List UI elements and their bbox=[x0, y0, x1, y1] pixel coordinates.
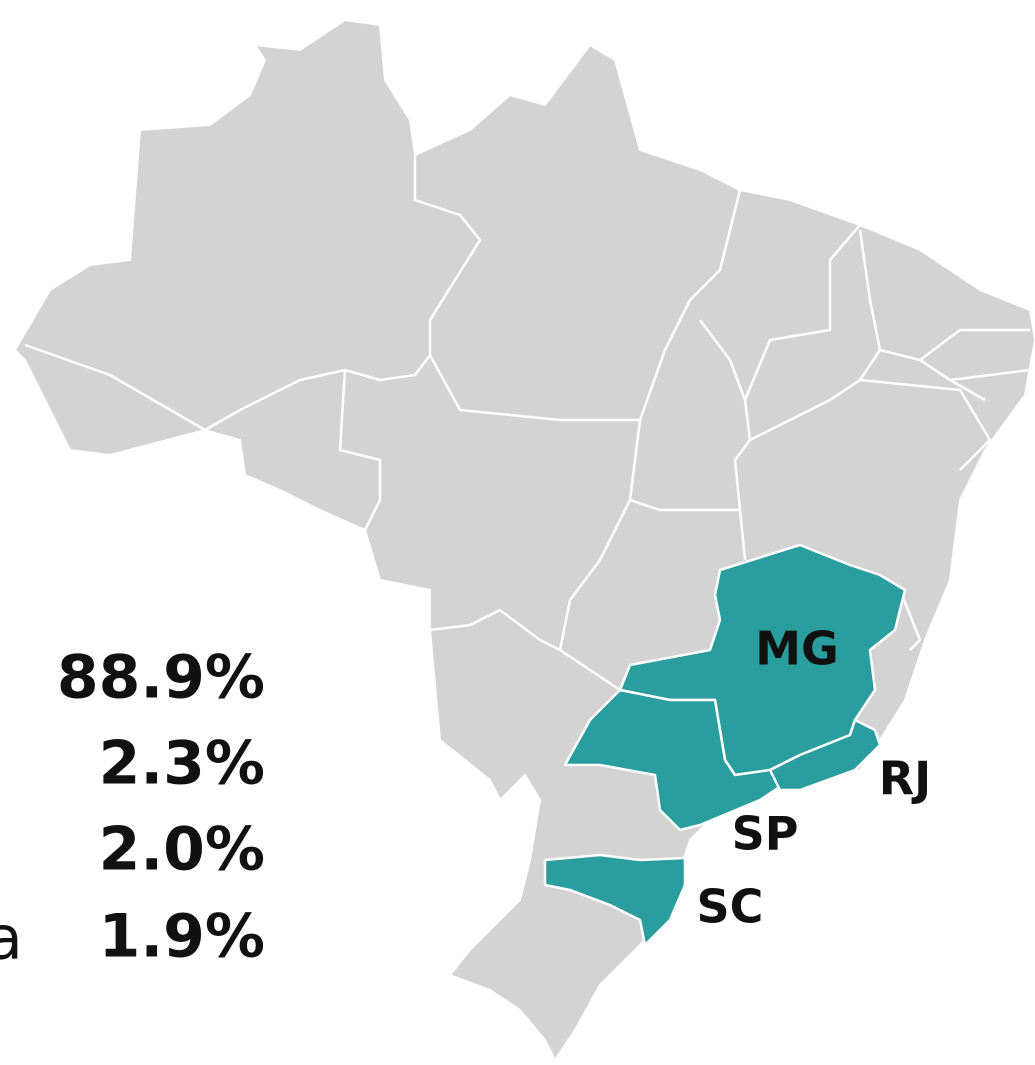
stat-value: 2.3% bbox=[99, 729, 265, 799]
state-sp bbox=[563, 688, 792, 832]
country bbox=[13, 18, 1035, 1062]
region-label: SC bbox=[697, 880, 764, 934]
stat-value: 1.9% bbox=[99, 902, 265, 972]
region-label: RJ bbox=[879, 752, 932, 806]
state-sc bbox=[543, 853, 687, 947]
state-borders bbox=[24, 155, 1031, 692]
region-label: SP bbox=[732, 807, 799, 861]
stat-label: a bbox=[0, 904, 23, 974]
stat-value: 88.9% bbox=[57, 643, 265, 713]
stat-value: 2.0% bbox=[99, 815, 265, 885]
region-label: MG bbox=[755, 622, 839, 676]
state-rj bbox=[768, 718, 882, 792]
